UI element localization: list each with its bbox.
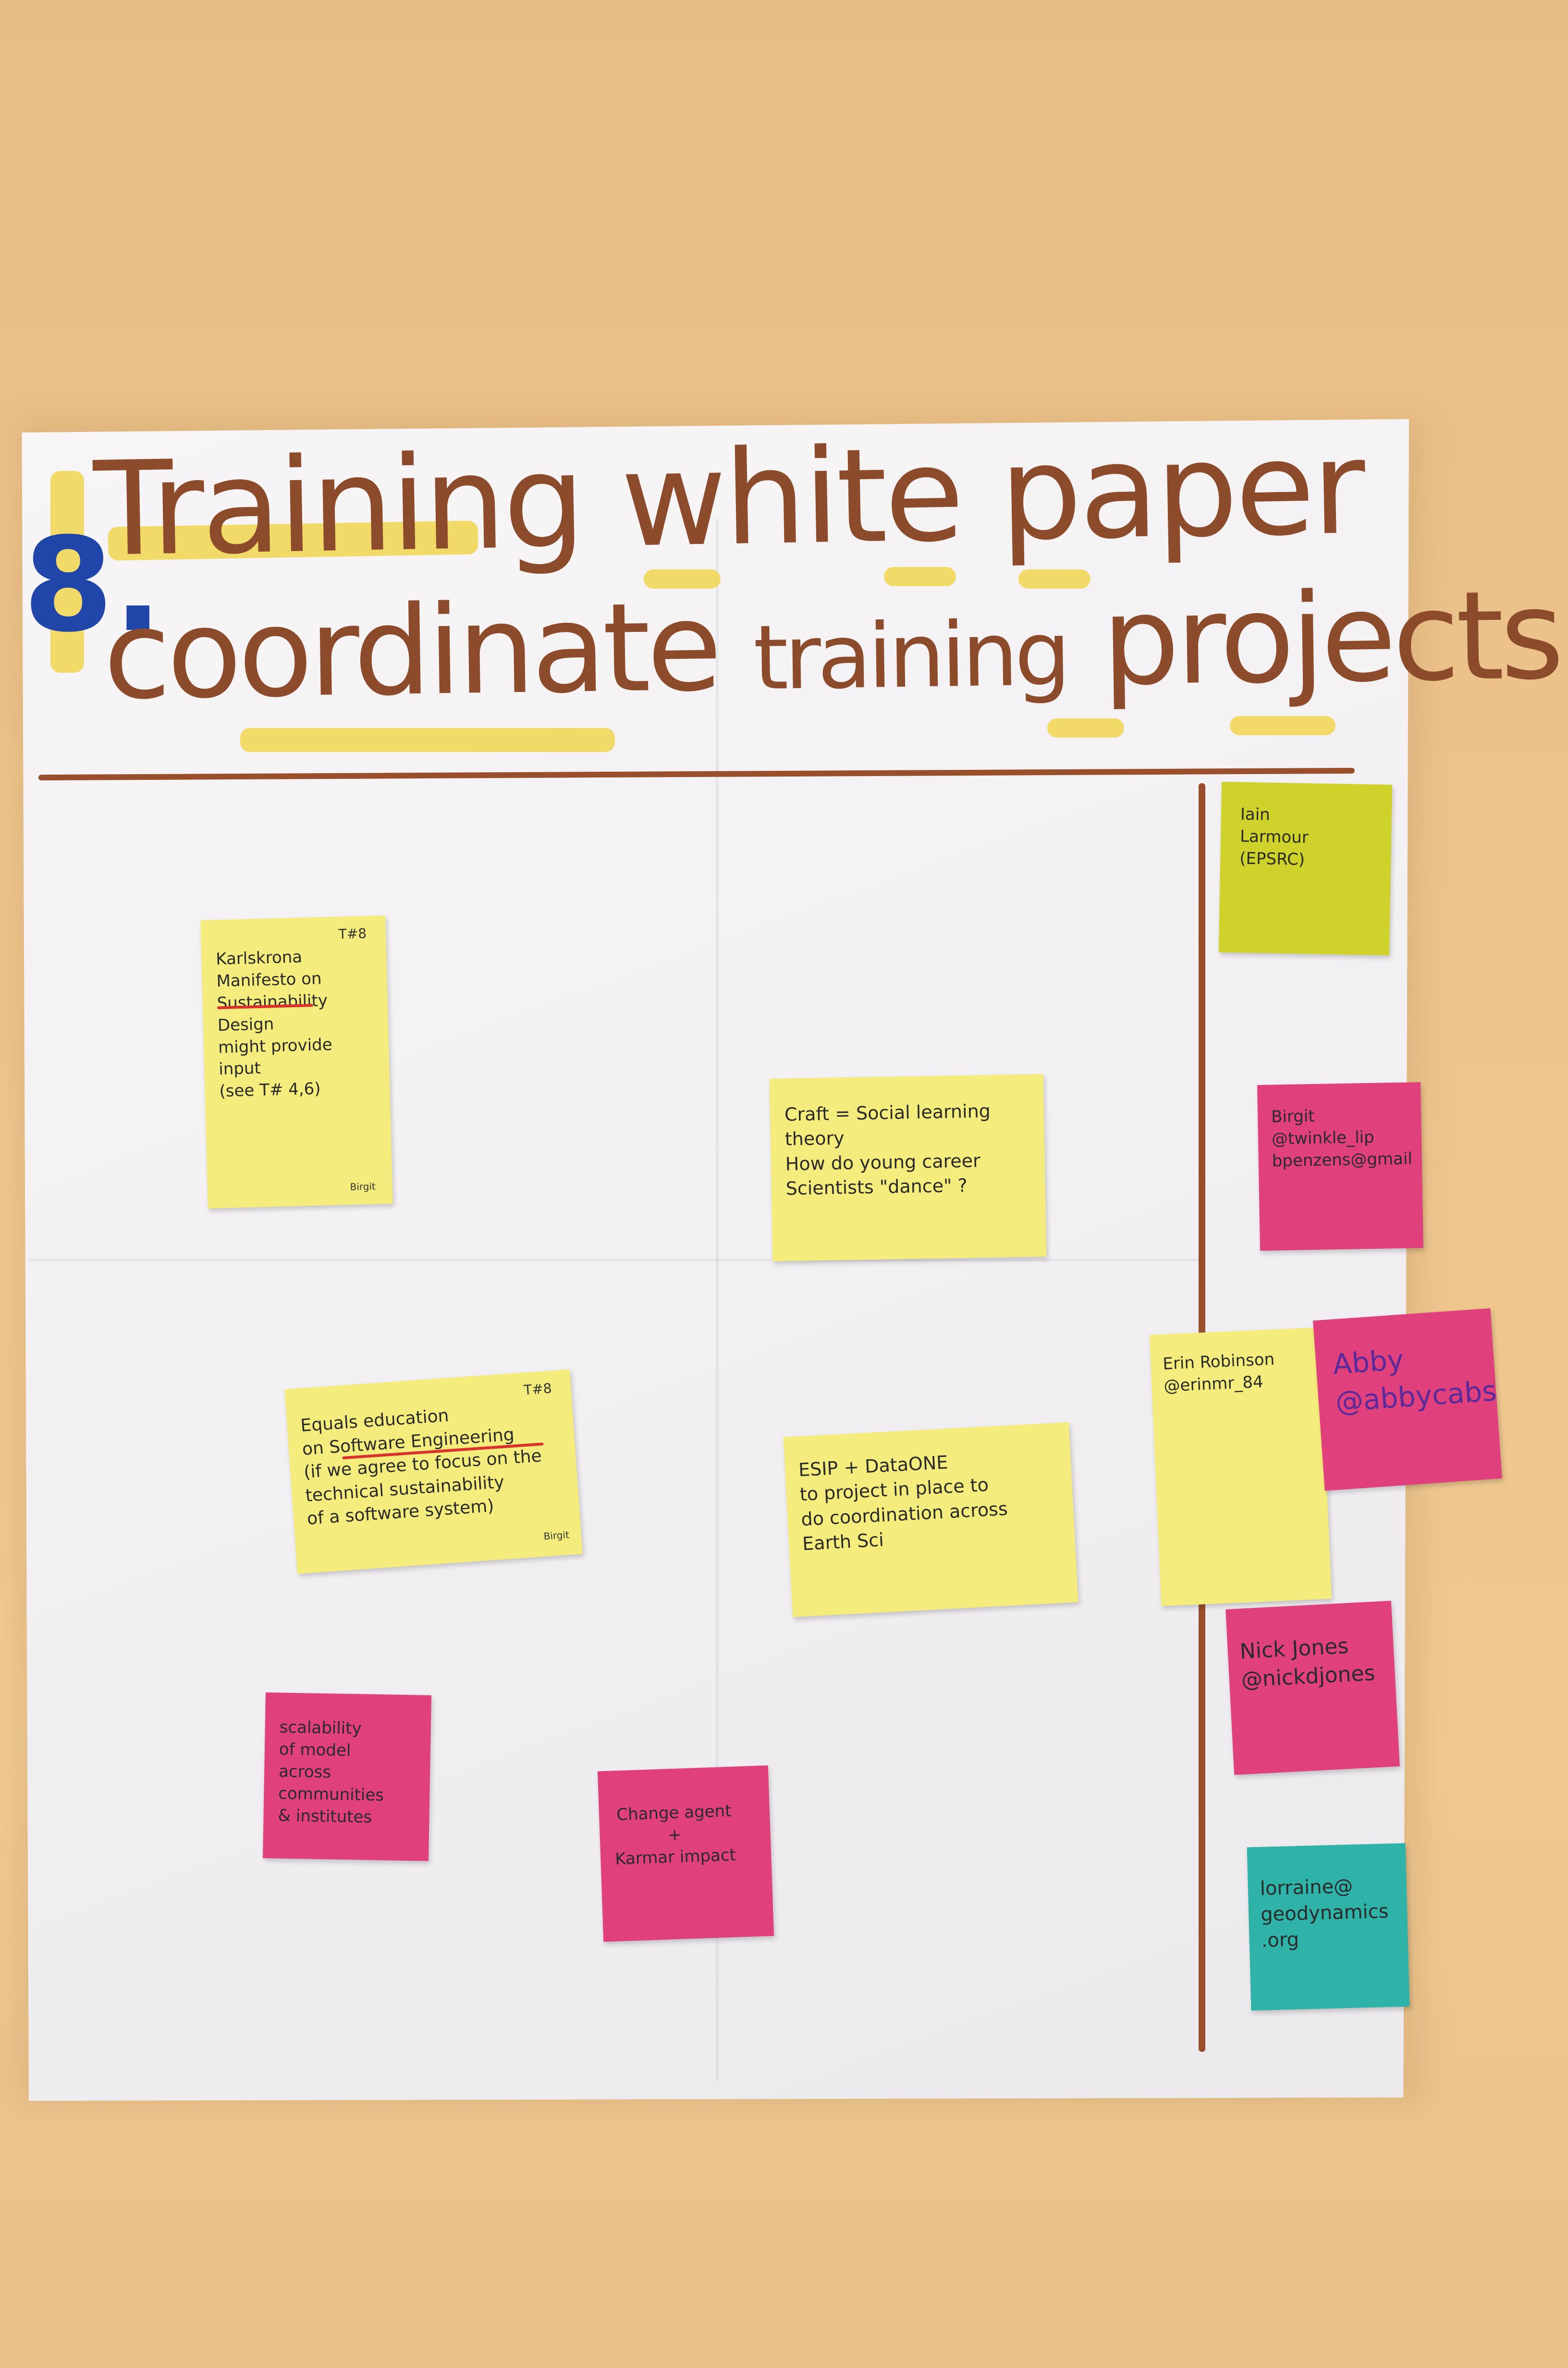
note-tag: T#8 (523, 1380, 552, 1398)
highlight-coordinate (240, 728, 615, 752)
paper-fold-horizontal (29, 1259, 1201, 1261)
poster-title-line2: coordinate training projects (102, 564, 1561, 727)
sticky-note-change-agent: Change agent + Karmar impact (597, 1765, 774, 1942)
note-signature: Birgit (350, 1180, 376, 1193)
sticky-note-scalability: scalability of model across communities … (263, 1692, 431, 1861)
note-text: Erin Robinson @erinmr_84 (1162, 1349, 1275, 1396)
sticky-note-karlskrona: T#8 Karlskrona Manifesto on Sustainabili… (200, 915, 393, 1209)
highlight-projects-e (1230, 716, 1335, 735)
poster-title-line1: Training white paper (92, 411, 1364, 586)
highlight-paper-e (1018, 569, 1090, 589)
paper-fold-vertical (716, 519, 719, 2081)
sticky-note-abby: Abby @abbycabs (1313, 1308, 1502, 1491)
sticky-note-esip: ESIP + DataONE to project in place to do… (783, 1422, 1078, 1617)
highlight-projects-o (1047, 718, 1124, 738)
note-signature: Birgit (543, 1529, 570, 1542)
title-word-coordinate: coordinate (102, 576, 720, 728)
note-text: Equals education on Software Engineering… (300, 1406, 543, 1529)
note-text: Iain Larmour (EPSRC) (1239, 804, 1309, 869)
sticky-note-equals: T#8 Equals education on Software Enginee… (284, 1369, 583, 1574)
highlight-white-i (644, 569, 721, 589)
highlight-paper-a (884, 567, 956, 586)
note-text: Abby @abbycabs (1332, 1343, 1498, 1418)
note-text: Karlskrona Manifesto on Sustainability D… (215, 947, 333, 1101)
sticky-note-lorraine: lorraine@ geodynamics .org (1247, 1843, 1410, 2011)
poster-number: 8. (23, 509, 163, 661)
note-tag: T#8 (338, 925, 367, 942)
title-word-training: training (752, 602, 1068, 710)
sticky-note-iain: Iain Larmour (EPSRC) (1218, 781, 1393, 956)
sticky-note-nick: Nick Jones @nickdjones (1225, 1601, 1400, 1775)
sticky-note-craft: Craft = Social learning theory How do yo… (769, 1074, 1047, 1261)
note-text: scalability of model across communities … (278, 1717, 384, 1827)
note-text: lorraine@ geodynamics .org (1260, 1875, 1389, 1952)
note-text: ESIP + DataONE to project in place to do… (798, 1452, 1008, 1554)
sticky-note-erin: Erin Robinson @erinmr_84 (1149, 1327, 1332, 1606)
title-word-projects: projects (1101, 564, 1561, 714)
sticky-note-birgit: Birgit @twinkle_lip bpenzens@gmail (1257, 1082, 1423, 1251)
note-text: Craft = Social learning theory How do yo… (784, 1100, 991, 1199)
note-text: Birgit @twinkle_lip bpenzens@gmail (1271, 1106, 1413, 1171)
note-text: Nick Jones @nickdjones (1239, 1634, 1376, 1693)
highlight-8-left (50, 471, 84, 673)
note-text: Change agent + Karmar impact (614, 1801, 736, 1869)
